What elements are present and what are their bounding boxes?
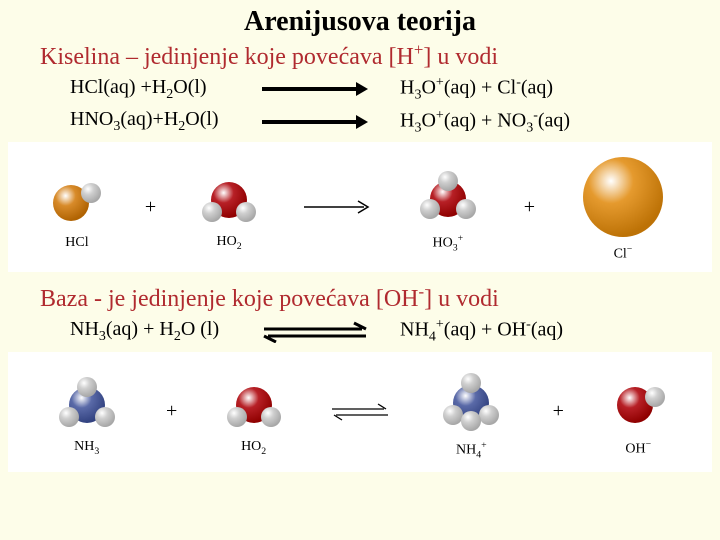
molecule-icon [47,163,107,233]
equation-nh3: NH3(aq) + H2O (l) NH4+(aq) + OH-(aq) [0,315,720,348]
base-definition: Baza - je jedinjenje koje povećava [OH-]… [0,276,720,315]
reactants: HCl(aq) +H2O(l) [70,76,260,103]
molecule-label: NH3 [74,439,99,457]
products: H3O+(aq) + NO3-(aq) [370,108,570,137]
molecule-icon [431,363,511,438]
molecule-icon [605,367,671,437]
molecule-Cl: Cl− [573,152,673,263]
molecule-OH: OH− [605,367,671,458]
equation-hcl: HCl(aq) +H2O(l) H3O+(aq) + Cl-(aq) [0,73,720,106]
molecule-label: HO3+ [433,233,464,253]
acid-definition: Kiselina – jedinjenje koje povećava [H+]… [0,38,720,73]
molecule-icon [410,161,486,231]
molecule-H2O: HO2 [219,367,289,457]
molecule-icon [194,162,264,232]
molecule-label: Cl− [614,244,633,263]
equilibrium-arrow-icon [260,321,370,343]
plus-operator: + [553,400,564,423]
molecule-icon [573,152,673,242]
slide: Arenijusova teorija Kiselina – jedinjenj… [0,0,720,540]
molecule-label: HCl [65,235,88,251]
molecule-icon [49,367,125,437]
molecule-label: OH− [625,439,651,458]
molecule-NH3: NH3 [49,367,125,457]
products: NH4+(aq) + OH-(aq) [370,317,563,346]
arrow-right-icon [260,78,370,100]
equilibrium-arrow-icon [330,403,390,421]
equation-hno3: HNO3(aq)+H2O(l) H3O+(aq) + NO3-(aq) [0,106,720,139]
molecule-label: HO2 [216,234,241,252]
molecule-H3O: HO3+ [410,161,486,253]
reactants: HNO3(aq)+H2O(l) [70,108,260,135]
molecule-label: NH4+ [456,440,487,460]
plus-operator: + [524,196,535,219]
molecule-row-base: NH3 + HO2 NH4+ + OH− [8,352,712,472]
arrow-right-icon [302,199,372,215]
plus-operator: + [145,196,156,219]
molecule-row-acid: HCl + HO2 HO3+ + Cl− [8,142,712,272]
products: H3O+(aq) + Cl-(aq) [370,75,553,104]
molecule-label: HO2 [241,439,266,457]
reactants: NH3(aq) + H2O (l) [70,318,260,345]
page-title: Arenijusova teorija [0,0,720,38]
plus-operator: + [166,400,177,423]
molecule-NH4: NH4+ [431,363,511,460]
molecule-HCl: HCl [47,163,107,251]
molecule-icon [219,367,289,437]
molecule-H2O: HO2 [194,162,264,252]
arrow-right-icon [260,111,370,133]
